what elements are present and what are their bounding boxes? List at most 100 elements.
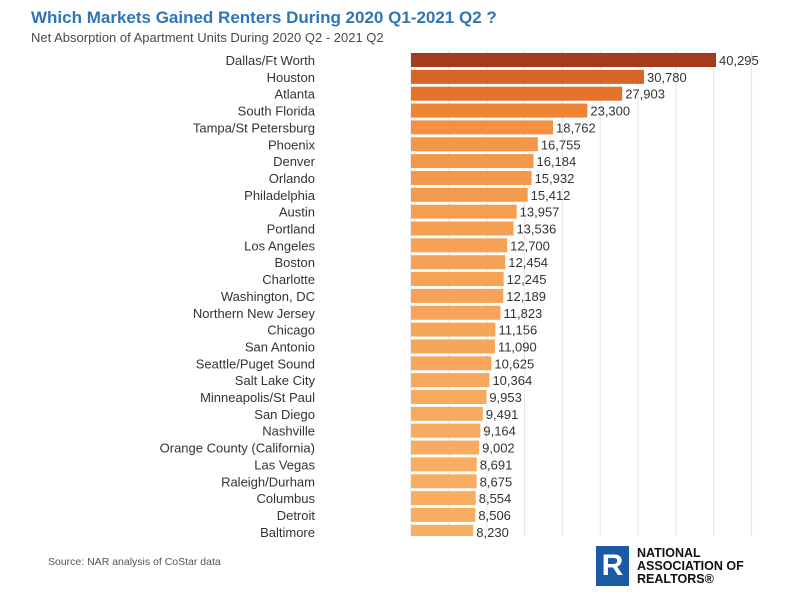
bar bbox=[411, 187, 528, 202]
category-label: Northern New Jersey bbox=[193, 306, 316, 321]
category-label: Detroit bbox=[277, 508, 316, 523]
bar bbox=[411, 524, 474, 536]
bar bbox=[411, 272, 504, 287]
value-label: 12,189 bbox=[506, 289, 546, 304]
chart-title: Which Markets Gained Renters During 2020… bbox=[31, 8, 497, 27]
bar bbox=[411, 204, 517, 219]
bar bbox=[411, 339, 495, 354]
category-label: San Diego bbox=[254, 407, 315, 422]
value-label: 11,090 bbox=[498, 339, 537, 354]
category-label: Nashville bbox=[262, 424, 315, 439]
category-label: Washington, DC bbox=[221, 289, 315, 304]
bar bbox=[411, 474, 477, 489]
category-label: Raleigh/Durham bbox=[221, 474, 315, 489]
category-label: Orange County (California) bbox=[160, 441, 315, 456]
logo-wordmark: NATIONAL ASSOCIATION OF REALTORS® bbox=[637, 545, 744, 586]
category-label: South Florida bbox=[238, 104, 316, 119]
value-label: 15,932 bbox=[535, 171, 575, 186]
value-label: 9,491 bbox=[486, 407, 519, 422]
bar bbox=[411, 406, 483, 421]
bar bbox=[411, 86, 623, 101]
bar bbox=[411, 390, 487, 404]
bar bbox=[411, 423, 481, 438]
bar bbox=[411, 120, 554, 135]
category-label: Denver bbox=[273, 154, 316, 169]
value-label: 12,700 bbox=[510, 238, 550, 253]
category-label: Orlando bbox=[269, 171, 315, 186]
source-note: Source: NAR analysis of CoStar data bbox=[48, 556, 221, 568]
bar bbox=[411, 373, 490, 388]
category-label: Portland bbox=[267, 222, 315, 237]
category-label: San Antonio bbox=[245, 339, 315, 354]
category-label: Phoenix bbox=[268, 137, 315, 152]
value-label: 13,957 bbox=[520, 205, 560, 220]
nar-logo: R NATIONAL ASSOCIATION OF REALTORS® bbox=[596, 545, 744, 587]
bar bbox=[411, 53, 716, 67]
value-label: 9,002 bbox=[482, 441, 515, 456]
value-label: 10,364 bbox=[492, 373, 532, 388]
value-label: 11,156 bbox=[498, 323, 537, 338]
bar bbox=[411, 322, 496, 337]
value-label: 16,755 bbox=[541, 137, 581, 152]
value-label: 8,675 bbox=[480, 474, 513, 489]
bar bbox=[411, 288, 504, 303]
realtor-r-icon: R bbox=[596, 546, 629, 586]
bar bbox=[411, 221, 514, 236]
category-label: Los Angeles bbox=[244, 238, 315, 253]
value-label: 15,412 bbox=[531, 188, 571, 203]
bar bbox=[411, 305, 501, 320]
category-label: Charlotte bbox=[262, 272, 315, 287]
value-label: 10,625 bbox=[494, 356, 534, 371]
category-label: Las Vegas bbox=[254, 457, 315, 472]
value-label: 23,300 bbox=[590, 104, 630, 119]
bar bbox=[411, 170, 532, 185]
bar bbox=[411, 103, 588, 118]
category-label: Salt Lake City bbox=[235, 373, 316, 388]
category-label: Austin bbox=[279, 205, 315, 220]
bar bbox=[411, 255, 506, 270]
category-label: Houston bbox=[267, 70, 315, 85]
category-label: Boston bbox=[275, 255, 315, 270]
category-label: Minneapolis/St Paul bbox=[200, 390, 315, 405]
value-label: 27,903 bbox=[625, 87, 665, 102]
bar bbox=[411, 238, 508, 253]
value-label: 30,780 bbox=[647, 70, 687, 85]
bar bbox=[411, 356, 492, 371]
value-label: 12,245 bbox=[507, 272, 547, 287]
logo-line-2: ASSOCIATION OF bbox=[637, 558, 744, 573]
category-labels: Dallas/Ft Worth Houston Atlanta South Flori… bbox=[160, 53, 316, 540]
bar bbox=[411, 154, 534, 169]
bar bbox=[411, 440, 480, 455]
value-label: 8,506 bbox=[478, 508, 511, 523]
value-label: 12,454 bbox=[508, 255, 548, 270]
category-label: Baltimore bbox=[260, 525, 315, 540]
value-label: 13,536 bbox=[516, 222, 556, 237]
bars-group bbox=[411, 53, 716, 536]
value-label: 18,762 bbox=[556, 120, 596, 135]
logo-letter: R bbox=[601, 549, 624, 582]
logo-line-3: REALTORS® bbox=[637, 571, 714, 586]
value-label: 11,823 bbox=[503, 306, 542, 321]
value-label: 8,554 bbox=[479, 491, 512, 506]
bar bbox=[411, 507, 476, 522]
category-label: Columbus bbox=[256, 491, 315, 506]
bar bbox=[411, 491, 476, 506]
value-label: 16,184 bbox=[536, 154, 576, 169]
value-label: 9,953 bbox=[489, 390, 522, 405]
bar bbox=[411, 457, 477, 472]
bar bbox=[411, 69, 644, 84]
chart-subtitle: Net Absorption of Apartment Units During… bbox=[31, 30, 384, 45]
category-label: Tampa/St Petersburg bbox=[193, 120, 315, 135]
logo-line-1: NATIONAL bbox=[637, 545, 701, 560]
value-label: 40,295 bbox=[719, 53, 759, 68]
category-label: Dallas/Ft Worth bbox=[226, 53, 315, 68]
category-label: Chicago bbox=[267, 323, 315, 338]
value-label: 8,230 bbox=[476, 525, 509, 540]
bar bbox=[411, 137, 538, 152]
category-label: Atlanta bbox=[275, 87, 316, 102]
bar-chart: Dallas/Ft Worth Houston Atlanta South Flori… bbox=[160, 50, 759, 540]
category-label: Seattle/Puget Sound bbox=[196, 356, 315, 371]
value-label: 9,164 bbox=[483, 424, 516, 439]
category-label: Philadelphia bbox=[244, 188, 316, 203]
